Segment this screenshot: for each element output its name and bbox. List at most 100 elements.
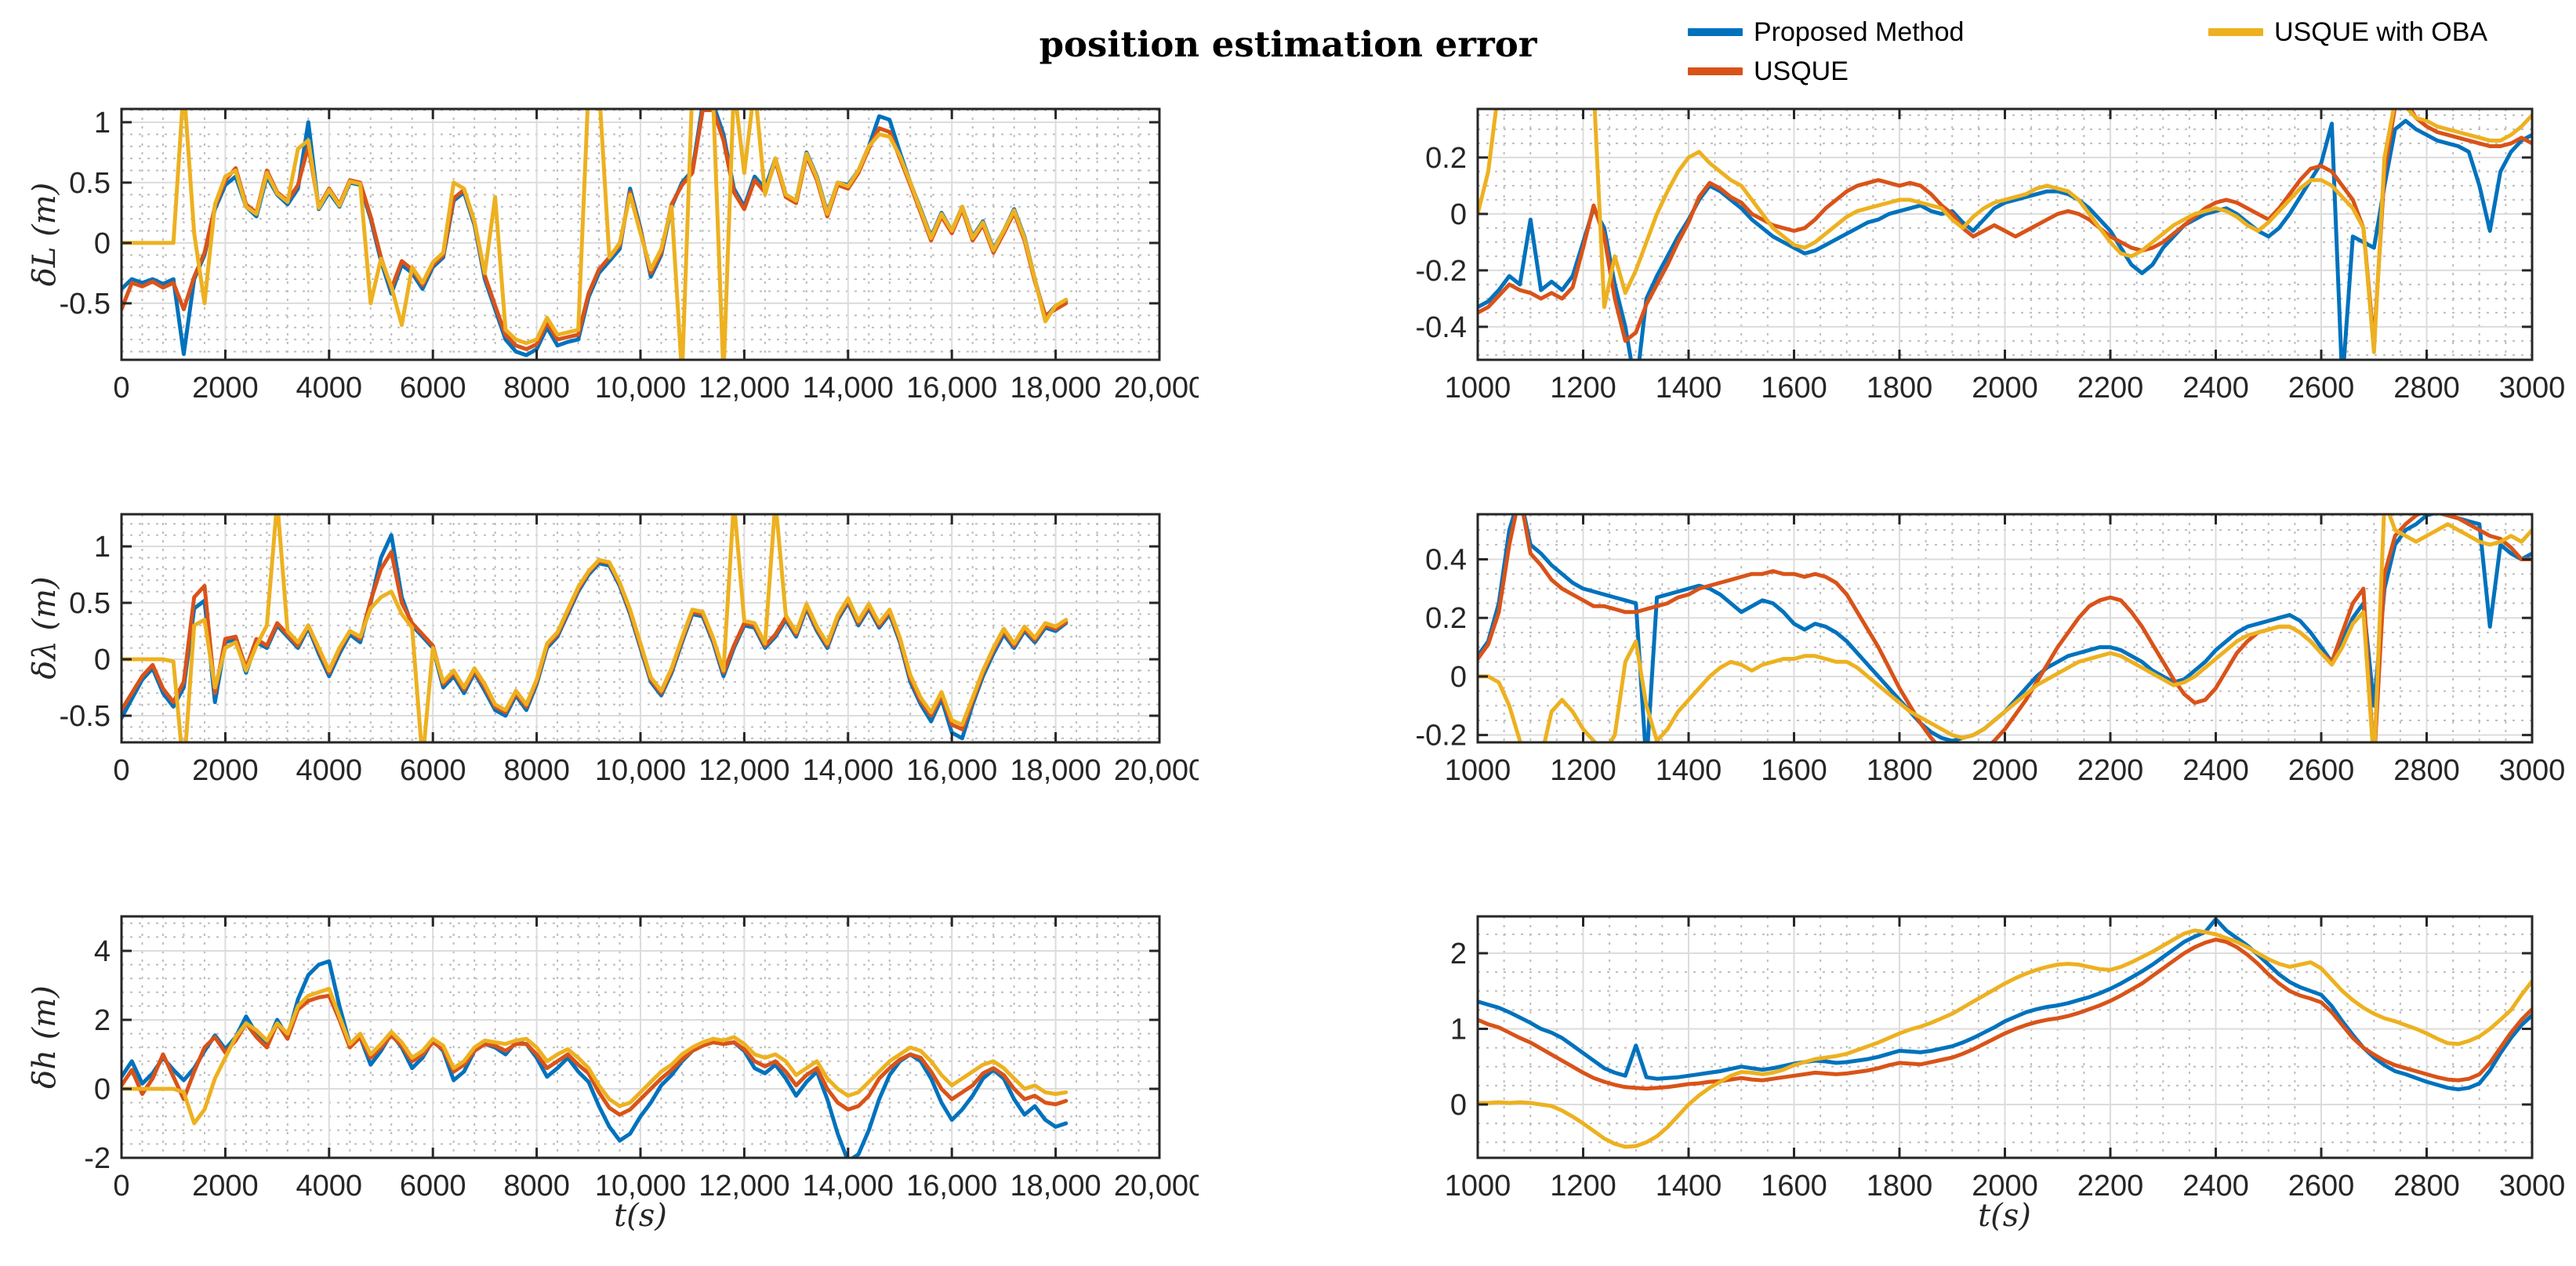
svg-text:10,000: 10,000 xyxy=(595,372,686,404)
svg-text:1800: 1800 xyxy=(1867,754,1933,787)
svg-text:1000: 1000 xyxy=(1445,1170,1511,1203)
svg-text:14,000: 14,000 xyxy=(803,754,894,787)
svg-text:4000: 4000 xyxy=(296,1170,363,1203)
svg-text:8000: 8000 xyxy=(503,372,570,404)
chart-dlambda-zoom-1000-3000: 1000 1200 1400 1600 1800 2000 2200 2400 2600 2800… xyxy=(1360,489,2571,805)
svg-text:12,000: 12,000 xyxy=(698,754,789,787)
svg-text:1400: 1400 xyxy=(1656,372,1722,404)
series-usque xyxy=(1478,938,2532,1091)
svg-text:2000: 2000 xyxy=(192,754,259,787)
svg-text:2800: 2800 xyxy=(2393,1170,2460,1203)
svg-text:2800: 2800 xyxy=(2393,754,2460,787)
svg-text:1: 1 xyxy=(94,531,111,564)
svg-text:14,000: 14,000 xyxy=(803,372,894,404)
x-axis-label-right: t(s) xyxy=(1978,1198,2031,1234)
svg-text:1800: 1800 xyxy=(1867,372,1933,404)
chart-dh-zoom-1000-3000: 1000 1200 1400 1600 1800 2000 2200 2400 2600 2800… xyxy=(1360,891,2571,1221)
svg-text:1400: 1400 xyxy=(1656,754,1722,787)
svg-text:0: 0 xyxy=(94,644,111,677)
svg-text:1000: 1000 xyxy=(1445,754,1511,787)
svg-text:16,000: 16,000 xyxy=(906,372,997,404)
svg-text:2600: 2600 xyxy=(2288,372,2355,404)
legend-line-usque-icon xyxy=(1688,67,1743,75)
svg-text:4000: 4000 xyxy=(296,372,363,404)
svg-text:4: 4 xyxy=(94,935,111,968)
svg-text:3000: 3000 xyxy=(2499,1170,2566,1203)
svg-text:2400: 2400 xyxy=(2182,754,2249,787)
legend-line-usque-with-oba-icon xyxy=(2208,28,2263,36)
svg-text:12,000: 12,000 xyxy=(698,372,789,404)
svg-text:2600: 2600 xyxy=(2288,1170,2355,1203)
svg-text:14,000: 14,000 xyxy=(803,1170,894,1203)
legend-line-proposed-method-icon xyxy=(1688,28,1743,36)
svg-text:-0.2: -0.2 xyxy=(1416,720,1467,753)
svg-text:3000: 3000 xyxy=(2499,372,2566,404)
svg-text:2400: 2400 xyxy=(2182,372,2249,404)
svg-text:1000: 1000 xyxy=(1445,372,1511,404)
legend-label-usque-with-oba: USQUE with OBA xyxy=(2274,17,2488,47)
svg-text:0: 0 xyxy=(94,227,111,260)
svg-text:2000: 2000 xyxy=(1972,372,2038,404)
series-usque-with-oba xyxy=(122,986,1068,1126)
svg-text:0: 0 xyxy=(1450,1089,1467,1122)
svg-text:1200: 1200 xyxy=(1550,372,1616,404)
svg-text:1600: 1600 xyxy=(1761,372,1827,404)
svg-text:2: 2 xyxy=(1450,938,1467,970)
series-usque xyxy=(1478,109,2532,346)
svg-text:1: 1 xyxy=(94,107,111,140)
legend-label-proposed-method: Proposed Method xyxy=(1754,17,1965,47)
chart-dL-zoom-1000-3000: 1000 1200 1400 1600 1800 2000 2200 2400 2600 2800… xyxy=(1360,84,2571,423)
svg-text:6000: 6000 xyxy=(400,372,466,404)
svg-text:12,000: 12,000 xyxy=(698,1170,789,1203)
svg-text:1400: 1400 xyxy=(1656,1170,1722,1203)
svg-text:10,000: 10,000 xyxy=(595,754,686,787)
svg-text:0.5: 0.5 xyxy=(69,167,111,200)
chart-dh-full-range: 0 2000 4000 6000 8000 10,000 12,000 14,000 16,00… xyxy=(4,891,1199,1221)
svg-text:18,000: 18,000 xyxy=(1010,754,1101,787)
legend-item-proposed-method: Proposed Method xyxy=(1688,19,1964,45)
svg-text:-0.5: -0.5 xyxy=(60,700,111,733)
svg-text:1: 1 xyxy=(1450,1013,1467,1046)
svg-text:0.2: 0.2 xyxy=(1425,602,1467,635)
series-usque-with-oba xyxy=(1478,109,2532,354)
series-usque-with-oba xyxy=(122,514,1068,742)
svg-text:0: 0 xyxy=(1450,661,1467,694)
svg-text:2200: 2200 xyxy=(2077,372,2144,404)
svg-text:18,000: 18,000 xyxy=(1010,372,1101,404)
svg-text:2800: 2800 xyxy=(2393,372,2460,404)
svg-text:6000: 6000 xyxy=(400,754,466,787)
svg-text:0: 0 xyxy=(113,372,129,404)
svg-text:2000: 2000 xyxy=(192,372,259,404)
svg-text:1200: 1200 xyxy=(1550,1170,1616,1203)
chart-dlambda-full-range: 0 2000 4000 6000 8000 10,000 12,000 14,000 16,00… xyxy=(4,489,1199,805)
svg-text:-0.5: -0.5 xyxy=(60,288,111,321)
chart-dL-full-range: 0 2000 4000 6000 8000 10,000 12,000 14,000 16,00… xyxy=(4,84,1199,423)
svg-text:4000: 4000 xyxy=(296,754,363,787)
series-usque-with-oba xyxy=(1478,514,2532,742)
figure-title: position estimation error xyxy=(1039,24,1537,65)
svg-text:-0.4: -0.4 xyxy=(1416,311,1467,344)
series-proposed-method xyxy=(1478,118,2532,360)
svg-text:0.5: 0.5 xyxy=(69,587,111,620)
svg-text:16,000: 16,000 xyxy=(906,754,997,787)
svg-text:6000: 6000 xyxy=(400,1170,466,1203)
svg-text:0: 0 xyxy=(113,1170,129,1203)
svg-text:8000: 8000 xyxy=(503,1170,570,1203)
svg-text:2000: 2000 xyxy=(1972,1170,2038,1203)
svg-text:20,000: 20,000 xyxy=(1114,754,1199,787)
svg-text:0: 0 xyxy=(113,754,129,787)
svg-text:2: 2 xyxy=(94,1004,111,1037)
svg-text:1600: 1600 xyxy=(1761,754,1827,787)
series-usque xyxy=(1478,514,2532,742)
x-axis-label-left: t(s) xyxy=(614,1198,667,1234)
svg-text:2000: 2000 xyxy=(1972,754,2038,787)
svg-text:16,000: 16,000 xyxy=(906,1170,997,1203)
series-usque-with-oba xyxy=(1478,928,2532,1149)
svg-text:0.2: 0.2 xyxy=(1425,142,1467,175)
svg-text:10,000: 10,000 xyxy=(595,1170,686,1203)
svg-text:2000: 2000 xyxy=(192,1170,259,1203)
svg-text:2600: 2600 xyxy=(2288,754,2355,787)
svg-text:-0.2: -0.2 xyxy=(1416,255,1467,288)
svg-text:18,000: 18,000 xyxy=(1010,1170,1101,1203)
